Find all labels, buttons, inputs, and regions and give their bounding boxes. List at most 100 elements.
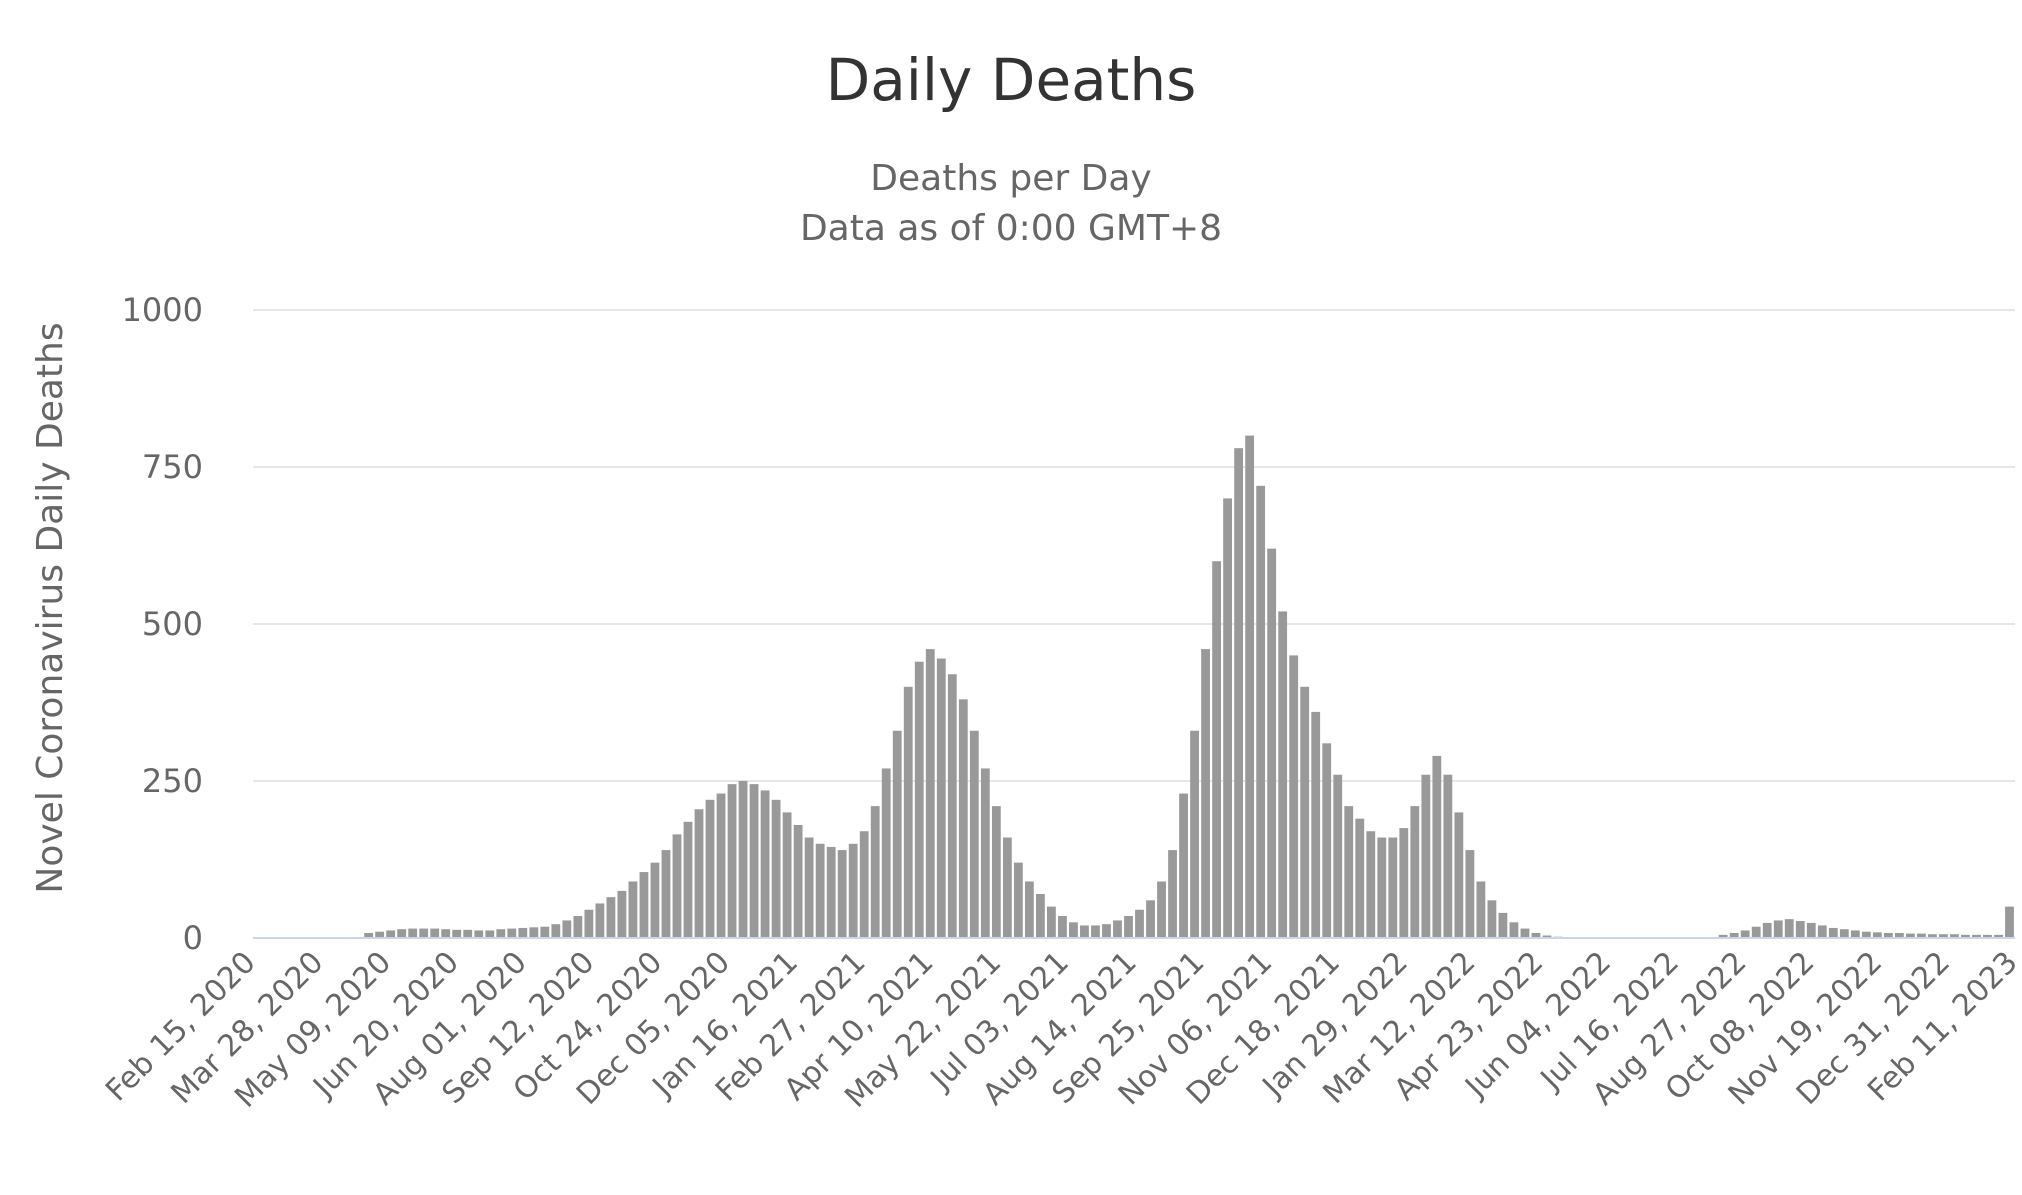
bar [1861,931,1871,938]
bar [1531,932,1541,938]
bar [1002,837,1012,938]
bar [705,799,715,938]
bar [1179,793,1188,938]
bar [1212,561,1221,938]
bar [650,862,660,938]
bar [1465,850,1475,938]
bar [815,843,825,938]
bar [914,661,924,938]
bar [760,790,770,938]
bar [683,821,693,938]
bar [496,929,506,938]
bar [1333,774,1343,938]
bar [1113,920,1122,938]
bar [1454,812,1464,938]
bar [1994,934,2003,938]
bar [1718,934,1728,938]
bar [551,924,561,938]
bar [1047,906,1056,938]
bar [1762,922,1772,938]
chart-subtitle-line-2: Data as of 0:00 GMT+8 [800,208,1222,249]
bar [1916,933,1926,938]
bar [1421,774,1431,938]
bar [1190,730,1199,938]
bar [1201,649,1210,938]
bar [452,929,462,938]
bar [386,930,396,938]
bar [826,846,836,938]
bar [958,699,968,938]
bar [1388,837,1398,938]
bar [375,931,385,938]
bar [1124,916,1133,938]
bar [1344,806,1354,938]
bar [1443,774,1453,938]
bar [1509,922,1519,938]
bar [518,927,528,938]
bar [1740,930,1750,938]
bar [672,834,682,938]
bar [1961,934,1970,938]
bar [474,930,484,938]
bar [1487,900,1497,938]
bar [1035,894,1045,938]
bar [628,881,638,938]
bar [1058,916,1067,938]
bar [1377,837,1387,938]
bar [430,928,440,938]
bar [1267,548,1277,938]
bar [936,658,946,938]
bar [1322,743,1332,938]
chart-subtitle-line-1: Deaths per Day [870,158,1151,199]
bar [1476,881,1486,938]
bar [1102,924,1111,938]
bar [1399,828,1409,938]
bar [1256,485,1266,938]
bar [716,793,726,938]
bar [584,909,594,938]
bar [1839,929,1849,938]
bar [1905,933,1915,938]
bar [1972,934,1981,938]
bar [1245,435,1255,938]
bar [771,799,781,938]
bar [1542,935,1552,938]
bar [595,903,605,938]
bar [1135,909,1144,938]
bar [859,831,869,938]
bar [1806,922,1816,938]
bar [1520,928,1530,938]
bar [870,806,880,938]
bar [1300,686,1310,938]
bar [441,929,451,938]
bar [1223,498,1233,938]
bar [606,897,616,938]
bar [1983,934,1992,938]
bar [804,837,814,938]
bar [1080,925,1089,938]
bar [1773,920,1783,938]
bar [1729,932,1739,938]
bar [1498,912,1508,938]
y-tick-label: 0 [183,919,203,957]
bar [562,920,572,938]
bar [419,928,429,938]
bar [364,932,374,938]
bar [1091,925,1100,938]
bar [738,781,748,938]
bar [529,927,539,938]
bar [848,843,858,938]
bar [1950,934,1959,938]
bar [1289,655,1299,938]
bar [1795,921,1805,938]
bars [364,435,2014,938]
y-axis-title: Novel Coronavirus Daily Deaths [30,322,71,893]
bar [1311,711,1321,938]
bar [617,890,627,938]
bar [925,649,935,938]
bar [1069,922,1078,938]
bar [1366,831,1376,938]
bar [947,674,957,938]
